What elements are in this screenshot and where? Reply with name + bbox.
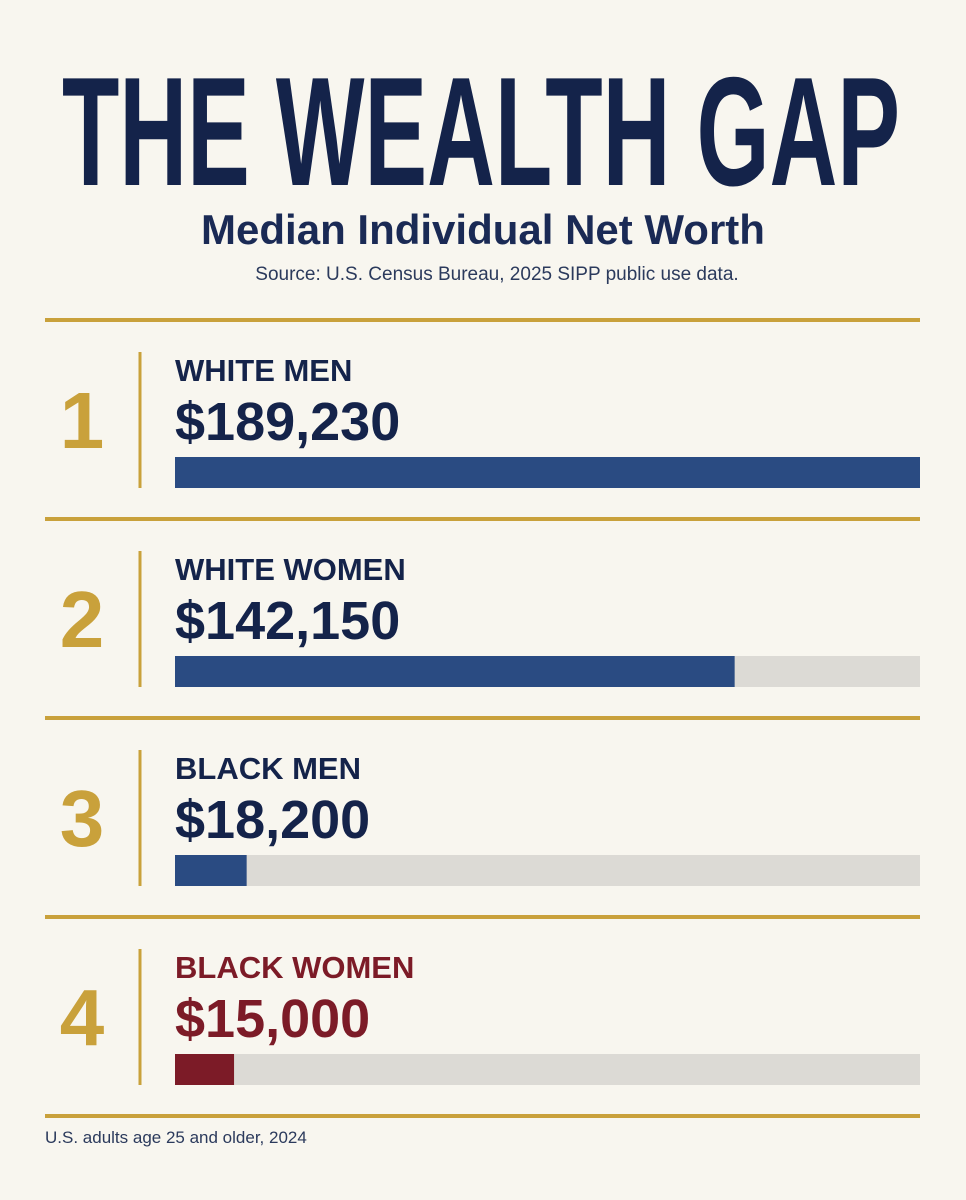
bar [175, 855, 247, 886]
footnote: U.S. adults age 25 and older, 2024 [45, 1128, 307, 1147]
source: Source: U.S. Census Bureau, 2025 SIPP pu… [255, 264, 738, 285]
bar [175, 457, 920, 488]
bar-track [175, 1054, 920, 1085]
value-label: $18,200 [175, 790, 370, 850]
chart-subtitle: Median Individual Net Worth [201, 206, 765, 253]
bar-track [175, 855, 920, 886]
category-label: BLACK MEN [175, 751, 361, 786]
category-label: BLACK WOMEN [175, 950, 414, 985]
category-label: WHITE WOMEN [175, 552, 406, 587]
rank: 1 [60, 376, 105, 465]
rank: 2 [60, 575, 105, 664]
category-label: WHITE MEN [175, 353, 352, 388]
bar [175, 656, 735, 687]
chart-title: THE WEALTH GAP [62, 45, 900, 218]
rank: 3 [60, 774, 105, 863]
rank: 4 [60, 973, 105, 1062]
value-label: $189,230 [175, 392, 400, 452]
value-label: $142,150 [175, 591, 400, 651]
bar [175, 1054, 235, 1085]
value-label: $15,000 [175, 989, 370, 1049]
